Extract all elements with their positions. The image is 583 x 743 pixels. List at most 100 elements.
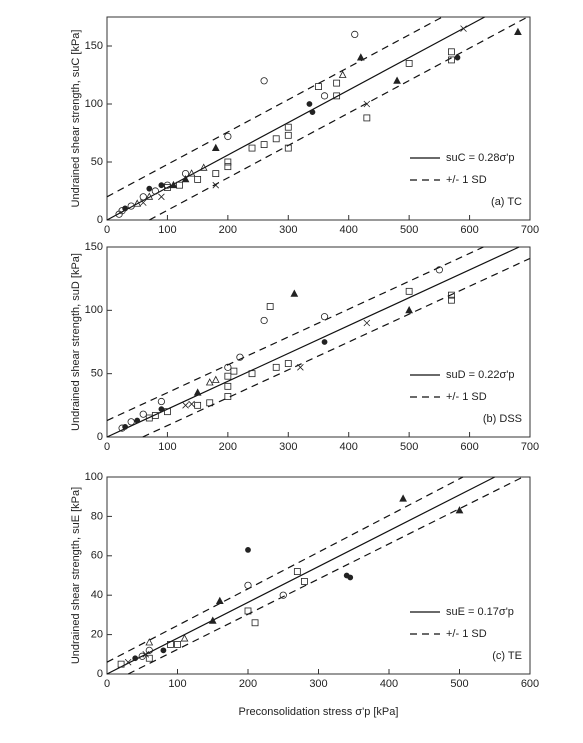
- point: [115, 210, 123, 218]
- point: [244, 581, 252, 589]
- point: [117, 660, 125, 668]
- point: [455, 506, 464, 514]
- x-tick-label: 0: [104, 441, 110, 453]
- point: [224, 132, 232, 141]
- x-tick-label: 200: [239, 678, 257, 690]
- point: [293, 568, 301, 575]
- point: [224, 363, 232, 371]
- point: [448, 56, 455, 64]
- point: [146, 185, 153, 192]
- point: [134, 417, 141, 424]
- y-tick-label: 100: [85, 471, 103, 483]
- point: [272, 363, 280, 371]
- point: [224, 372, 232, 380]
- y-tick-label: 0: [97, 214, 103, 226]
- point: [266, 303, 274, 310]
- x-tick-label: 100: [158, 224, 176, 236]
- x-tick-label: 600: [460, 224, 478, 236]
- point: [151, 187, 159, 195]
- point: [169, 180, 178, 189]
- y-tick-label: 50: [91, 156, 103, 168]
- x-tick-label: 400: [340, 224, 358, 236]
- x-tick-label: 100: [168, 678, 186, 690]
- point: [290, 289, 299, 297]
- x-tick-label: 500: [400, 224, 418, 236]
- y-tick-label: 100: [85, 98, 103, 110]
- x-tick-label: 700: [521, 441, 539, 453]
- point: [158, 182, 165, 189]
- point: [224, 382, 232, 390]
- y-tick-label: 0: [97, 668, 103, 680]
- point: [211, 143, 220, 151]
- point: [230, 367, 238, 375]
- point: [284, 360, 292, 367]
- point: [272, 135, 280, 143]
- point: [454, 54, 461, 61]
- point: [347, 574, 354, 581]
- point: [176, 181, 183, 189]
- point: [338, 70, 347, 78]
- x-axis-label: Preconsolidation stress σ'p [kPa]: [239, 706, 399, 718]
- point: [212, 181, 220, 189]
- point: [248, 370, 256, 378]
- y-axis-label: Undrained shear strength, suC [kPa]: [70, 30, 82, 208]
- point: [180, 634, 189, 642]
- point: [279, 591, 287, 599]
- point: [145, 192, 154, 200]
- point: [145, 654, 153, 662]
- point: [215, 596, 224, 605]
- point: [333, 79, 341, 87]
- x-tick-label: 600: [460, 441, 478, 453]
- x-tick-label: 400: [380, 678, 398, 690]
- plot-frame: [106, 476, 531, 675]
- point: [138, 652, 146, 660]
- point: [514, 27, 522, 35]
- point: [188, 400, 195, 408]
- point: [236, 353, 244, 361]
- point: [145, 414, 153, 422]
- point: [142, 651, 150, 658]
- point: [435, 266, 443, 274]
- legend-label: +/- 1 SD: [446, 174, 487, 186]
- point: [405, 60, 413, 67]
- y-tick-label: 60: [91, 550, 103, 562]
- point: [284, 123, 292, 131]
- point: [139, 410, 147, 418]
- panel-label: (a) TC: [491, 196, 522, 208]
- point: [248, 144, 256, 152]
- fit-line: [127, 476, 524, 675]
- panel-label: (c) TE: [492, 650, 522, 662]
- point: [300, 578, 308, 585]
- point: [260, 316, 268, 325]
- fit-line: [106, 16, 443, 198]
- fit-line: [106, 246, 484, 422]
- point: [284, 144, 292, 152]
- plot-frame: [106, 246, 531, 438]
- y-axis-label: Undrained shear strength, suD [kPa]: [70, 253, 82, 431]
- point: [127, 418, 135, 426]
- point: [363, 100, 371, 108]
- point: [206, 399, 214, 407]
- point: [260, 141, 268, 149]
- x-tick-label: 500: [450, 678, 468, 690]
- point: [363, 114, 371, 122]
- y-axis-label: Undrained shear strength, suE [kPa]: [70, 487, 82, 664]
- point: [174, 641, 181, 648]
- y-tick-label: 20: [91, 629, 103, 641]
- point: [160, 647, 167, 654]
- y-tick-label: 50: [91, 368, 103, 380]
- legend-label: +/- 1 SD: [446, 628, 487, 640]
- point: [139, 193, 147, 201]
- y-tick-label: 100: [85, 304, 103, 316]
- point: [460, 25, 467, 32]
- point: [122, 205, 129, 212]
- point: [351, 30, 359, 39]
- point: [132, 655, 139, 662]
- point: [139, 199, 147, 206]
- point: [199, 163, 208, 171]
- point: [208, 616, 217, 624]
- x-tick-label: 600: [521, 678, 539, 690]
- legend-label: suD = 0.22σ'p: [446, 369, 515, 381]
- point: [167, 641, 174, 648]
